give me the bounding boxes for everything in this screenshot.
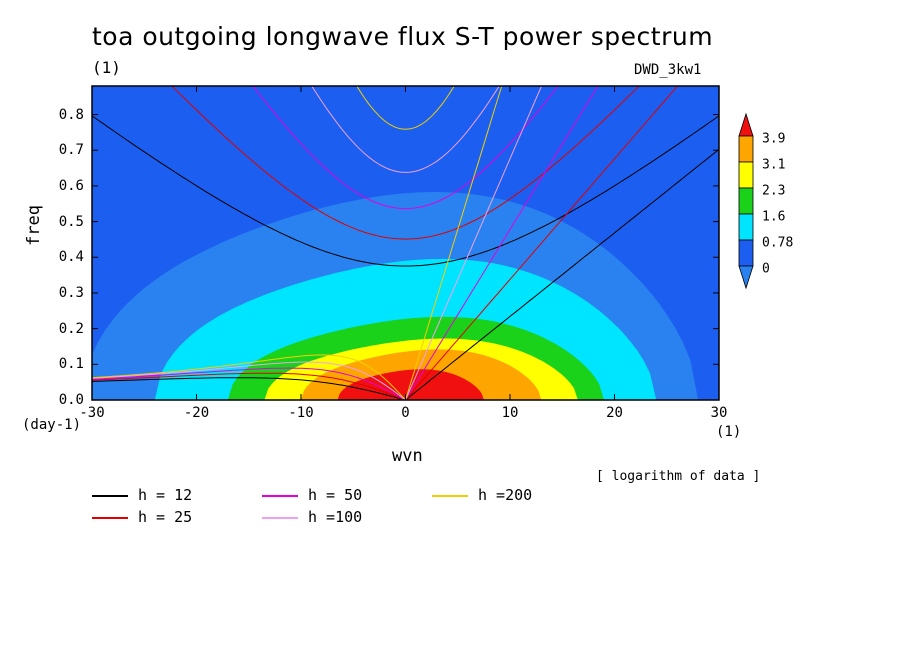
kelvin-curve-4	[405, 86, 503, 400]
colorbar-segment-3	[738, 187, 754, 215]
legend-label: h =200	[478, 486, 533, 504]
legend-label: h =100	[308, 508, 363, 526]
colorbar-label: 3.1	[762, 157, 786, 173]
gravity-curve-4	[356, 86, 455, 130]
x-tick-label: -30	[79, 405, 105, 421]
x-axis-label: wvn	[392, 446, 423, 466]
x-tick-label: 10	[501, 405, 519, 421]
legend-swatch	[262, 516, 298, 519]
y-tick-label: 0.2	[58, 320, 84, 337]
y-tick-label: 0.1	[58, 356, 84, 373]
kelvin-curve-1	[405, 86, 679, 400]
colorbar-label: 3.9	[762, 131, 786, 147]
colorbar-label: 1.6	[762, 209, 786, 225]
contour-regions	[92, 192, 699, 400]
x-tick-label: 20	[606, 405, 623, 421]
kelvin-curve-0	[405, 148, 719, 400]
x-tick-label: 0	[401, 405, 410, 421]
legend-swatch	[432, 494, 468, 497]
y-tick-label: 0.4	[58, 249, 84, 266]
x-axis-units: (1)	[716, 424, 742, 440]
rossby-curve-1	[92, 372, 406, 400]
y-tick-label: 0.5	[58, 213, 84, 230]
dispersion-curves	[92, 86, 719, 400]
rossby-curve-3	[92, 361, 406, 400]
legend-entry: h = 25	[92, 508, 192, 526]
legend-label: h = 12	[138, 486, 193, 504]
colorbar-segment-2	[738, 213, 754, 241]
y-tick-label: 0.6	[58, 177, 84, 194]
y-tick-label: 0.0	[58, 392, 84, 408]
legend-entry: h =200	[432, 486, 532, 504]
colorbar-segment-4	[738, 161, 754, 189]
chart-title: toa outgoing longwave flux S-T power spe…	[92, 22, 714, 51]
legend-swatch	[262, 494, 298, 497]
y-tick-label: 0.8	[58, 106, 84, 123]
y-axis-units: (day-1)	[22, 417, 82, 433]
colorbar-label: 0.78	[762, 235, 794, 251]
legend-label: h = 50	[308, 486, 363, 504]
y-tick-label: 0.7	[58, 142, 84, 159]
y-tick-label: 0.3	[58, 284, 84, 301]
x-tick-label: -10	[288, 405, 314, 421]
colorbar-segment-5	[738, 135, 754, 163]
legend-entry: h = 12	[92, 486, 192, 504]
gravity-curve-2	[252, 86, 559, 210]
x-tick-label: -20	[183, 405, 210, 421]
legend-entry: h =100	[262, 508, 362, 526]
kelvin-curve-3	[405, 86, 543, 400]
colorbar-segment-1	[738, 239, 754, 267]
dataset-label: DWD_3kw1	[634, 62, 702, 78]
rossby-curve-2	[92, 367, 406, 400]
y-axis-label: freq	[24, 205, 44, 246]
gravity-curve-0	[92, 115, 719, 267]
x-tick-label: 30	[710, 405, 728, 421]
legend-label: h = 25	[138, 508, 193, 526]
gravity-curve-1	[171, 86, 640, 240]
colorbar-label: 0	[762, 261, 770, 277]
legend-swatch	[92, 494, 128, 497]
colorbar	[738, 112, 754, 290]
colorbar-bottom-arrow	[738, 265, 754, 290]
colorbar-top-arrow	[738, 112, 754, 137]
log-note: [ logarithm of data ]	[596, 469, 761, 484]
chart-units-label: (1)	[92, 58, 121, 77]
rossby-curve-0	[92, 377, 406, 400]
kelvin-curve-2	[405, 86, 599, 400]
legend-swatch	[92, 516, 128, 519]
colorbar-label: 2.3	[762, 183, 786, 199]
legend-entry: h = 50	[262, 486, 362, 504]
rossby-curve-4	[92, 354, 406, 400]
gravity-curve-3	[311, 86, 500, 173]
axis-ticks	[91, 86, 720, 401]
